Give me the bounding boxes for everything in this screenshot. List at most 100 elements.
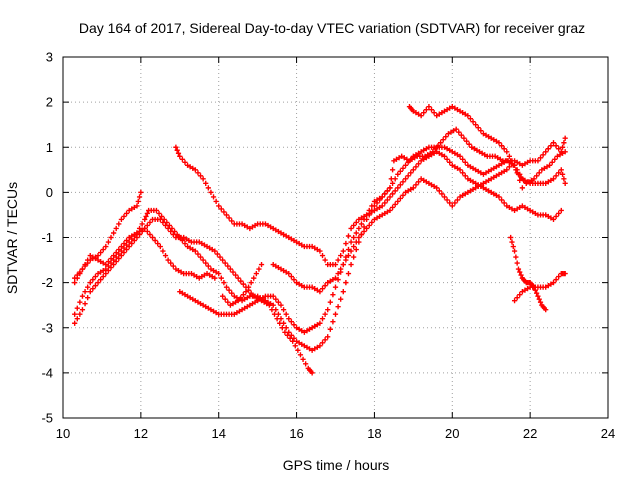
data-point bbox=[72, 311, 78, 317]
data-point bbox=[558, 207, 564, 214]
data-point bbox=[550, 176, 557, 182]
data-point bbox=[226, 287, 232, 293]
data-point bbox=[303, 361, 309, 367]
data-point bbox=[212, 275, 218, 281]
data-point bbox=[343, 240, 349, 247]
data-point bbox=[280, 320, 287, 326]
data-point bbox=[504, 149, 510, 155]
x-tick-label: 20 bbox=[445, 426, 459, 441]
data-point bbox=[517, 269, 523, 275]
data-point bbox=[111, 252, 117, 259]
y-tick-label: -1 bbox=[41, 230, 53, 245]
data-point bbox=[208, 189, 214, 195]
x-tick-label: 24 bbox=[601, 426, 615, 441]
data-point bbox=[369, 203, 375, 209]
data-point bbox=[517, 177, 523, 183]
data-point bbox=[466, 141, 472, 147]
data-point bbox=[317, 343, 323, 349]
data-point bbox=[348, 239, 354, 245]
data-point bbox=[517, 292, 523, 298]
series-track-f bbox=[177, 149, 564, 335]
data-point bbox=[200, 257, 206, 263]
data-point bbox=[95, 252, 101, 259]
data-point bbox=[144, 210, 150, 217]
data-point bbox=[226, 215, 232, 221]
y-tick-label: -2 bbox=[41, 275, 53, 290]
data-point bbox=[562, 135, 568, 141]
data-point bbox=[243, 289, 249, 295]
data-point bbox=[144, 222, 150, 229]
data-point bbox=[212, 248, 218, 254]
data-point bbox=[513, 254, 519, 260]
data-point bbox=[475, 125, 481, 131]
data-point bbox=[536, 170, 542, 176]
data-point bbox=[506, 164, 512, 170]
plot-frame bbox=[62, 56, 609, 419]
data-point bbox=[214, 251, 221, 257]
data-point bbox=[171, 228, 178, 235]
data-point bbox=[103, 271, 109, 277]
chart-title: Day 164 of 2017, Sidereal Day-to-day VTE… bbox=[79, 20, 585, 36]
data-point bbox=[550, 216, 557, 223]
data-point bbox=[348, 261, 354, 268]
data-point bbox=[423, 107, 429, 113]
data-point bbox=[332, 284, 339, 290]
data-point bbox=[366, 222, 372, 229]
data-point bbox=[218, 275, 224, 281]
data-point bbox=[273, 307, 279, 313]
data-point bbox=[462, 173, 468, 179]
x-tick-label: 12 bbox=[134, 426, 148, 441]
data-point bbox=[319, 286, 326, 292]
x-tick-label: 22 bbox=[523, 426, 537, 441]
data-point bbox=[382, 200, 388, 206]
data-point bbox=[74, 305, 80, 311]
data-series bbox=[72, 104, 568, 376]
data-point bbox=[561, 140, 567, 146]
data-point bbox=[98, 249, 104, 256]
data-point bbox=[553, 213, 559, 220]
data-point bbox=[182, 240, 188, 247]
data-point bbox=[205, 263, 211, 269]
data-point bbox=[222, 260, 228, 266]
data-point bbox=[147, 219, 153, 226]
data-point bbox=[222, 296, 228, 302]
data-point bbox=[462, 159, 468, 165]
data-point bbox=[92, 274, 99, 280]
data-point bbox=[280, 307, 287, 313]
data-point bbox=[72, 275, 78, 281]
data-point bbox=[388, 176, 394, 182]
series-track-i bbox=[406, 104, 525, 191]
data-point bbox=[85, 284, 91, 290]
data-point bbox=[319, 340, 326, 346]
y-axis-label: SDTVAR / TECUs bbox=[4, 182, 20, 294]
data-point bbox=[361, 216, 367, 223]
data-point bbox=[103, 261, 109, 268]
data-point bbox=[465, 113, 471, 119]
data-point bbox=[439, 191, 445, 197]
series-track-c bbox=[72, 225, 218, 286]
data-point bbox=[118, 243, 124, 250]
data-point bbox=[553, 173, 559, 179]
data-point bbox=[240, 292, 246, 298]
data-point bbox=[387, 207, 393, 214]
data-point bbox=[174, 147, 180, 153]
series-track-h bbox=[270, 135, 568, 295]
data-point bbox=[395, 171, 401, 177]
data-point bbox=[511, 248, 518, 254]
series-track-d bbox=[72, 189, 144, 281]
data-point bbox=[275, 311, 282, 317]
series-track-k bbox=[511, 271, 568, 304]
data-point bbox=[225, 263, 231, 269]
series-track-g bbox=[220, 261, 265, 308]
data-point bbox=[270, 293, 276, 299]
data-point bbox=[518, 272, 524, 278]
data-point bbox=[322, 311, 328, 317]
data-point bbox=[460, 156, 466, 162]
data-point bbox=[217, 254, 223, 260]
data-point bbox=[327, 326, 333, 332]
data-point bbox=[452, 200, 458, 206]
data-point bbox=[498, 197, 505, 203]
data-point bbox=[322, 257, 328, 263]
data-point bbox=[361, 228, 367, 235]
data-point bbox=[387, 185, 393, 191]
